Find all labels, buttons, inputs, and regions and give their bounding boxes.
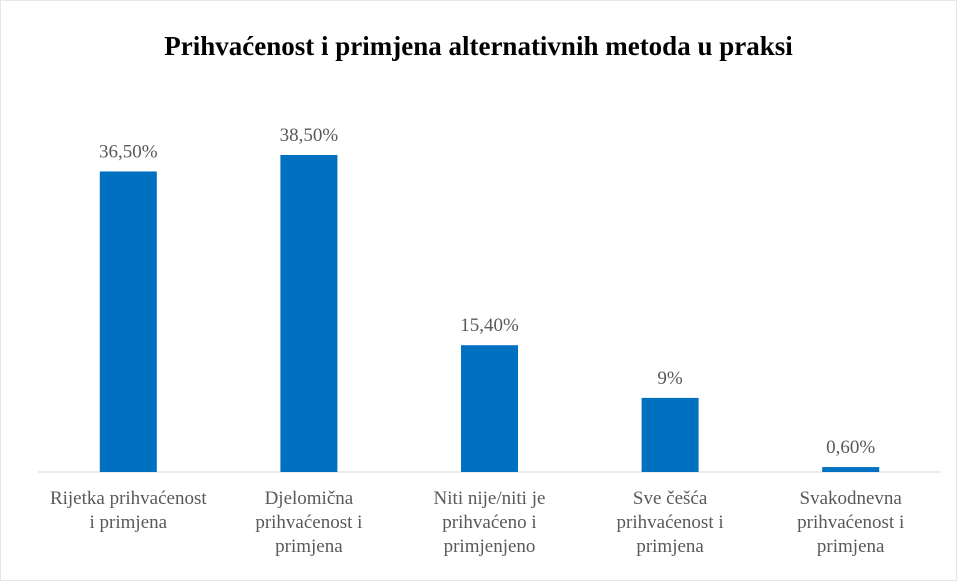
value-label: 9% xyxy=(657,368,683,389)
x-tick-label: Svakodnevna prihvaćenost i primjena xyxy=(797,488,905,557)
bar xyxy=(641,397,699,472)
x-tick-label: Niti nije/niti je prihvaćeno i primjenje… xyxy=(433,488,546,557)
x-tick-label: Rijetka prihvaćenost i primjena xyxy=(49,488,207,533)
x-tick-label: Sve češća prihvaćenost i primjena xyxy=(616,488,724,557)
value-label: 36,50% xyxy=(99,141,158,162)
chart-title: Prihvaćenost i primjena alternativnih me… xyxy=(164,31,793,61)
bar xyxy=(99,171,157,472)
value-label: 0,60% xyxy=(826,437,875,458)
bar xyxy=(280,155,338,472)
value-label: 38,50% xyxy=(280,125,339,146)
bar xyxy=(461,345,518,472)
bar xyxy=(822,467,880,472)
value-label: 15,40% xyxy=(460,315,519,336)
x-tick-label: Djelomična prihvaćenost i primjena xyxy=(255,488,363,557)
